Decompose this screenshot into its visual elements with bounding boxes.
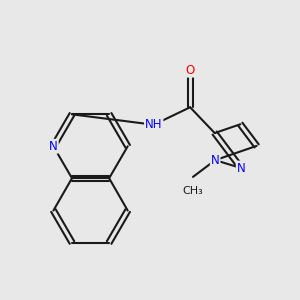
Text: N: N (211, 154, 220, 166)
Text: CH₃: CH₃ (183, 186, 203, 196)
Text: O: O (185, 64, 195, 76)
Text: N: N (237, 162, 245, 175)
Text: N: N (49, 140, 58, 153)
Text: NH: NH (145, 118, 163, 131)
